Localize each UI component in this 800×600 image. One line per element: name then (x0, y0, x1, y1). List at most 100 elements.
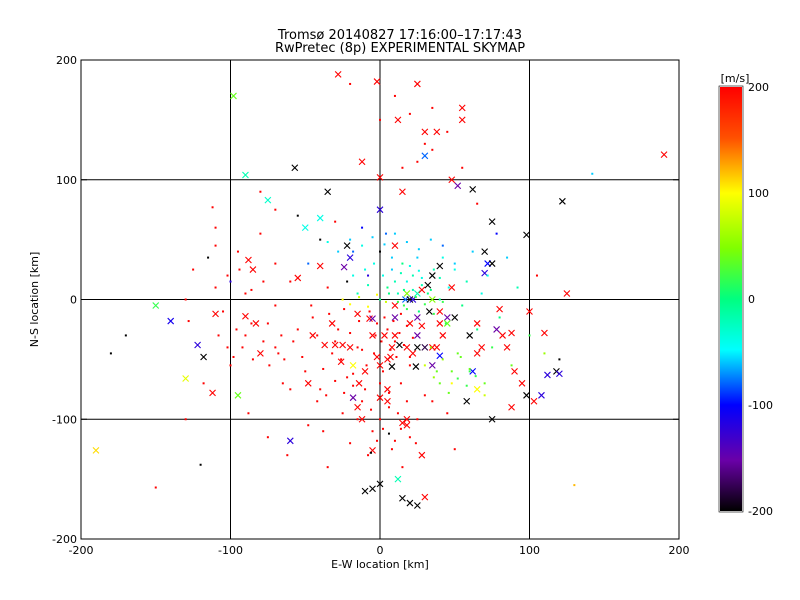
data-point-dot (516, 286, 519, 289)
data-point-dot (379, 118, 381, 121)
data-point-x (436, 352, 444, 360)
data-point-dot (441, 358, 444, 361)
data-point-dot (364, 268, 367, 271)
data-point-x (425, 308, 433, 315)
data-point-dot (453, 262, 456, 265)
data-point-dot (393, 94, 396, 97)
data-point-dot (367, 274, 370, 277)
data-point-x (340, 263, 348, 271)
chart-subtitle: RwPretec (8p) EXPERIMENTAL SKYMAP (274, 41, 526, 56)
data-point-dot (154, 486, 157, 489)
data-point-dot (384, 300, 387, 303)
data-point-dot (381, 370, 384, 373)
data-point-dot (408, 436, 411, 439)
data-point-dot (450, 382, 453, 385)
data-point-dot (250, 288, 253, 291)
data-point-dot (387, 432, 390, 435)
data-point-x (538, 391, 545, 399)
data-point-dot (387, 292, 390, 295)
data-point-dot (367, 284, 370, 287)
data-point-x (361, 487, 369, 495)
data-point-dot (328, 312, 331, 315)
data-point-x (481, 248, 489, 255)
data-point-dot (244, 334, 247, 337)
data-point-x (399, 494, 406, 502)
data-point-dot (399, 272, 402, 275)
data-point-dot (307, 424, 310, 427)
data-point-x (424, 281, 432, 289)
data-point-x (399, 188, 406, 196)
data-point-x (448, 284, 456, 291)
data-point-dot (446, 130, 449, 133)
data-point-dot (401, 466, 404, 469)
data-point-x (439, 332, 447, 339)
x-tick-label: 0 (377, 544, 384, 557)
data-point-x (413, 314, 421, 321)
data-point-x (469, 185, 477, 193)
data-point-x (559, 197, 566, 205)
colorbar-ticks: 200 100 0 -100 -200 (748, 81, 773, 518)
colorbar-tick-label: 0 (748, 293, 755, 306)
data-point-dot (340, 358, 343, 361)
data-point-x (366, 315, 373, 323)
data-point-dot (386, 286, 389, 289)
data-point-x (399, 419, 406, 427)
data-point-dot (402, 344, 405, 347)
data-point-x (212, 310, 219, 318)
data-point-x (544, 371, 551, 379)
data-point-x (448, 176, 456, 184)
data-point-x (209, 389, 216, 397)
data-point-dot (380, 340, 383, 343)
data-point-dot (405, 400, 408, 403)
data-point-dot (274, 262, 277, 265)
data-point-dot (326, 466, 329, 469)
colorbar-label: [m/s] (721, 72, 750, 85)
data-point-x (294, 274, 302, 282)
data-point-x (530, 397, 538, 405)
data-point-dot (486, 274, 489, 277)
data-point-dot (393, 280, 396, 283)
data-point-x (488, 260, 496, 267)
data-point-dot (251, 358, 254, 361)
data-point-dot (498, 316, 501, 319)
data-point-x (321, 341, 329, 349)
data-point-x (369, 332, 376, 339)
data-point-dot (429, 238, 432, 241)
data-point-dot (558, 358, 561, 361)
data-point-x (200, 353, 207, 361)
data-point-dot (235, 328, 238, 331)
data-point-dot (356, 418, 359, 421)
data-point-dot (268, 364, 271, 367)
data-point-x (257, 349, 264, 357)
data-point-dot (184, 298, 187, 301)
data-point-x (230, 92, 237, 100)
data-point-dot (352, 250, 355, 253)
data-point-dot (468, 370, 471, 373)
data-point-dot (381, 274, 384, 277)
data-point-dot (405, 324, 408, 327)
data-point-x (384, 385, 391, 393)
colorbar-tick-label: -200 (748, 505, 773, 518)
data-point-x (309, 332, 317, 339)
data-point-dot (370, 451, 373, 454)
data-point-dot (379, 418, 381, 421)
data-point-dot (334, 379, 337, 382)
data-point-x (328, 320, 336, 327)
data-point-dot (399, 312, 402, 315)
data-point-dot (371, 430, 374, 433)
data-point-dot (438, 298, 441, 301)
data-point-x (373, 78, 381, 85)
data-point-x (264, 196, 272, 204)
data-point-x (418, 286, 426, 294)
data-point-x (391, 332, 399, 339)
data-point-x (541, 329, 548, 337)
data-point-dot (431, 106, 434, 109)
data-point-dot (468, 367, 471, 370)
data-point-dot (441, 256, 444, 259)
data-point-x (406, 499, 414, 507)
data-point-dot (334, 340, 337, 343)
data-point-x (234, 391, 242, 399)
data-point-dot (352, 372, 355, 375)
data-point-dot (535, 274, 538, 277)
